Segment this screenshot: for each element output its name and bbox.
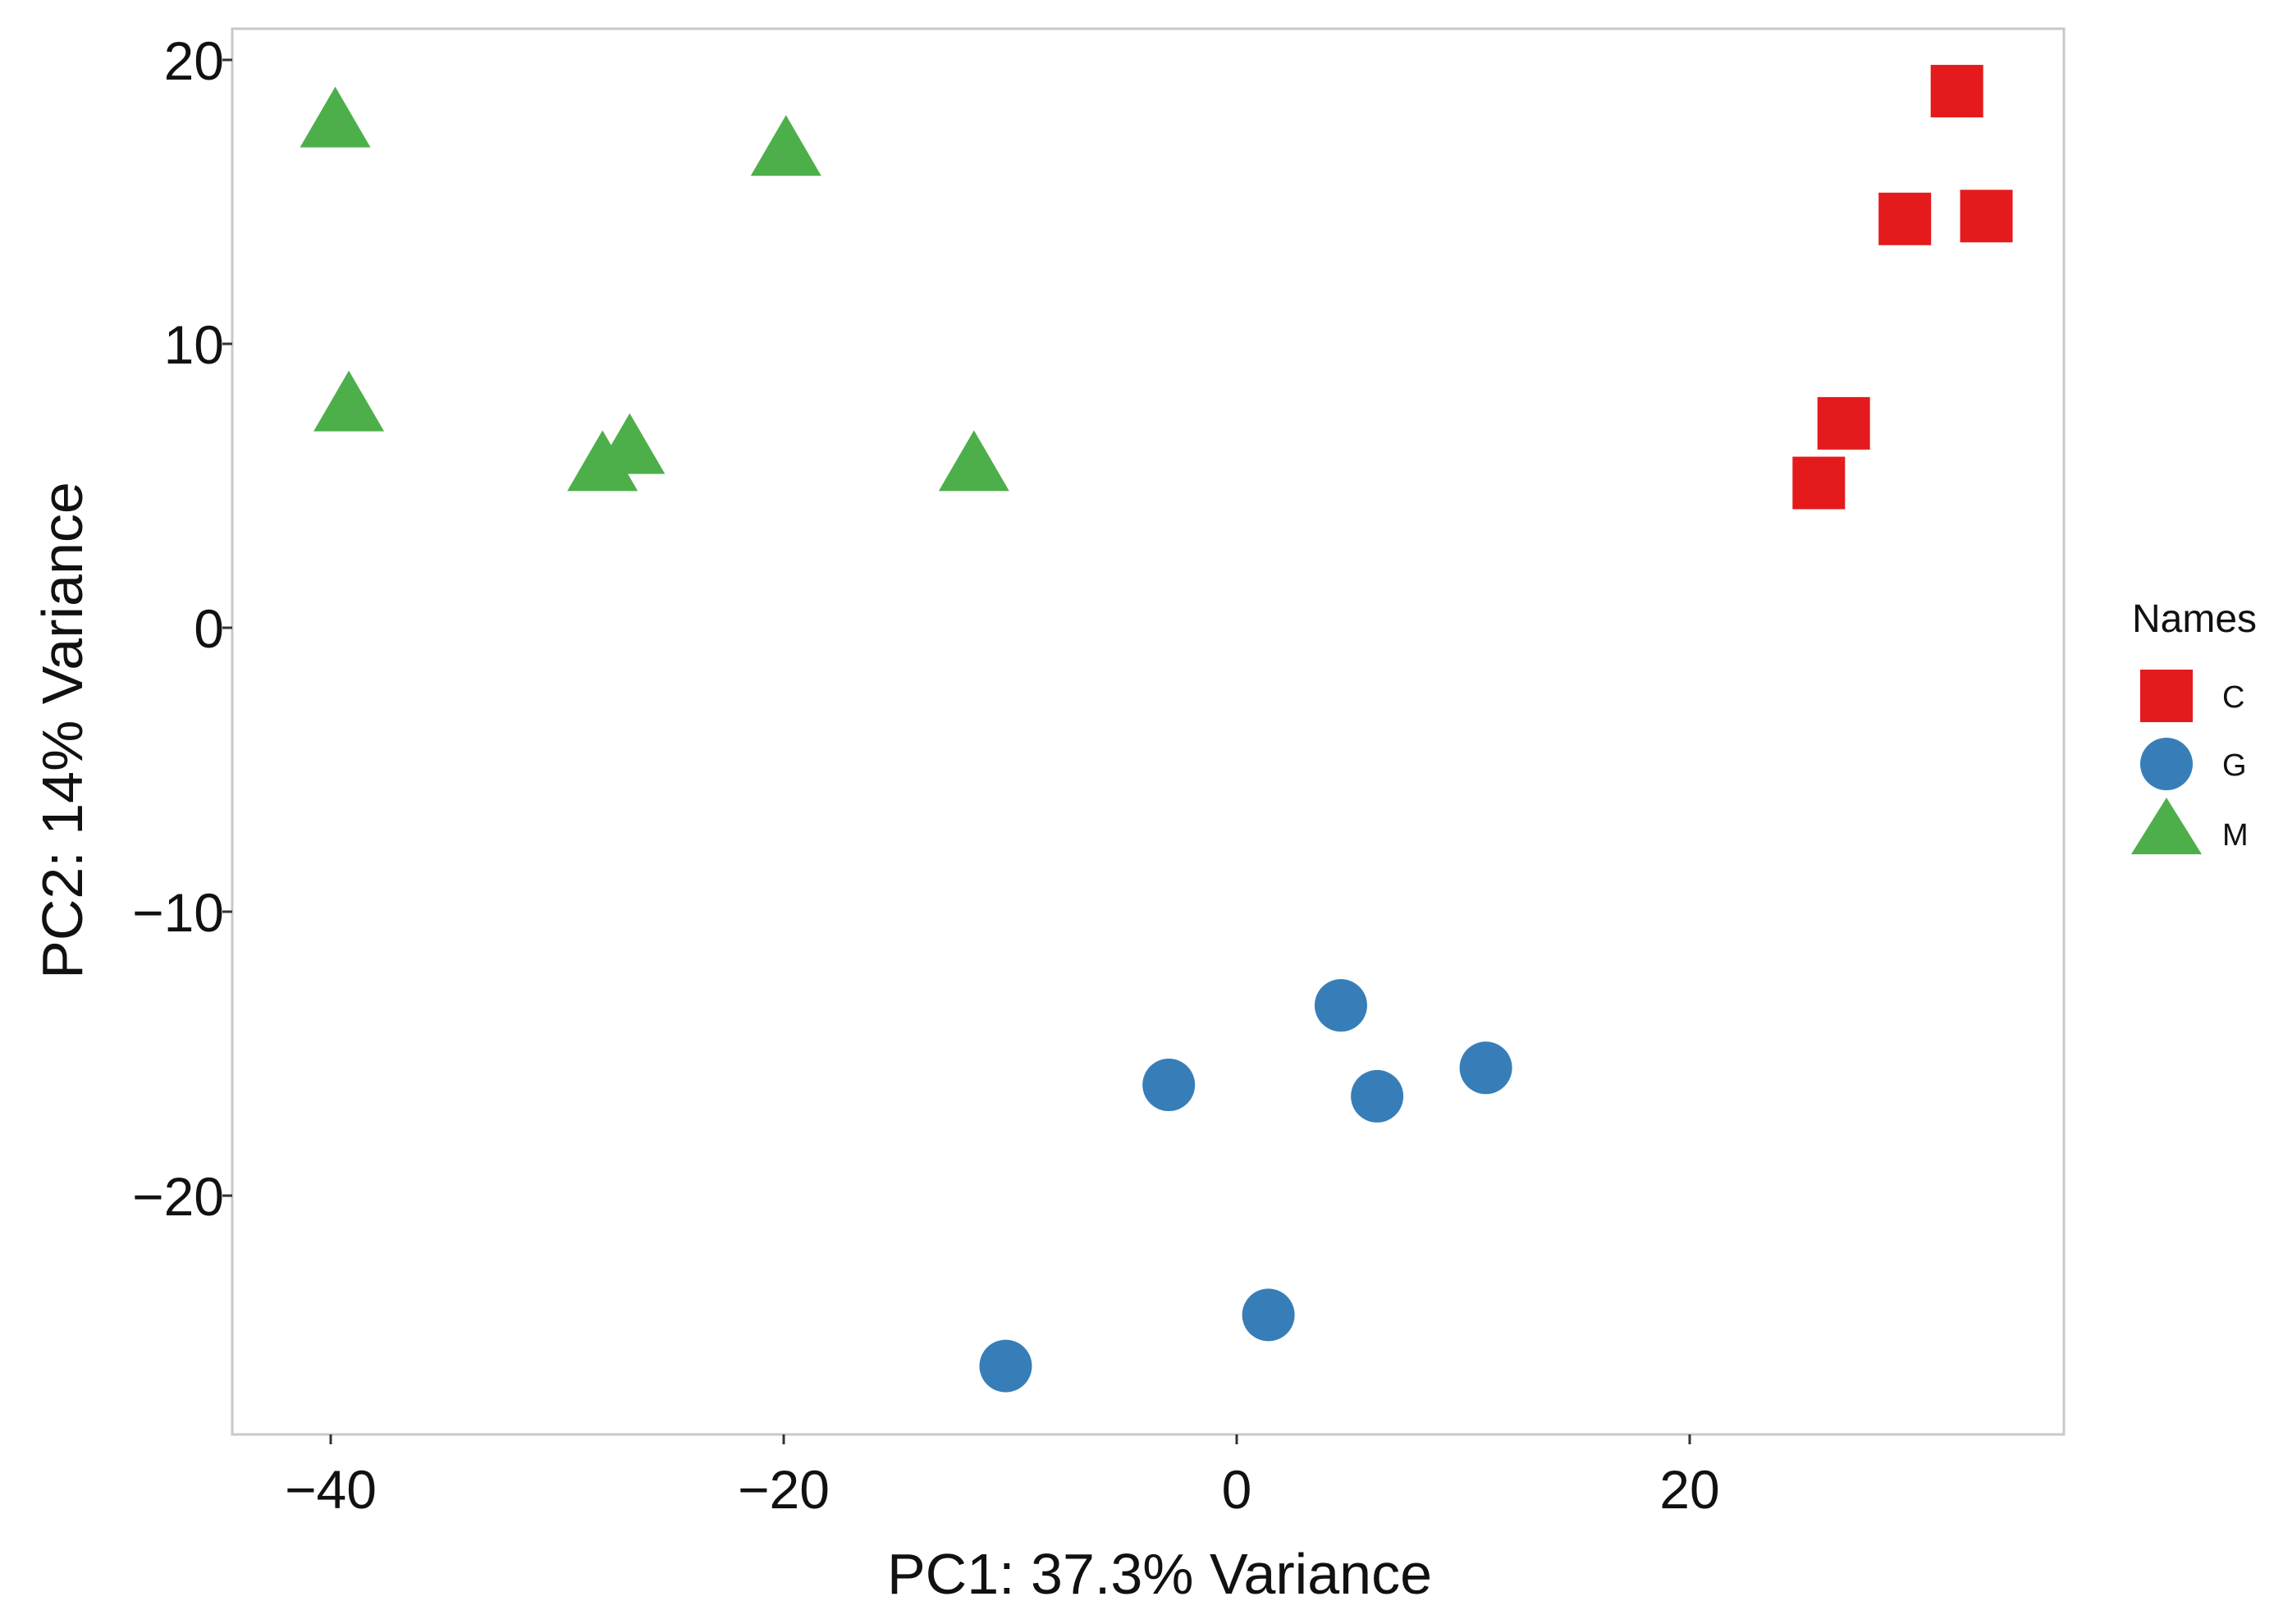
point-c: [1878, 192, 1932, 245]
y-tick-label: 10: [164, 314, 224, 375]
point-g: [1142, 1059, 1196, 1112]
point-c: [1792, 456, 1846, 510]
data-points: [300, 65, 2013, 1393]
point-g: [1314, 979, 1367, 1032]
y-tick-label: 20: [164, 30, 224, 91]
x-axis-ticks: −40 −20 0 20: [285, 1434, 1720, 1520]
x-tick-label: −20: [738, 1459, 830, 1520]
legend-label-c: C: [2222, 680, 2244, 715]
point-c: [1930, 65, 1983, 118]
legend-label-m: M: [2222, 818, 2249, 853]
point-m: [313, 370, 385, 432]
x-tick-label: −40: [285, 1459, 377, 1520]
point-g: [1351, 1069, 1404, 1123]
y-tick-label: −20: [132, 1166, 224, 1227]
point-m: [938, 430, 1009, 492]
legend-label-g: G: [2222, 748, 2247, 783]
point-c: [1960, 190, 2013, 243]
point-m: [567, 430, 638, 492]
legend-title: Names: [2132, 597, 2257, 641]
point-m: [750, 115, 821, 176]
x-tick-label: 20: [1659, 1459, 1719, 1520]
x-tick-label: 0: [1222, 1459, 1252, 1520]
point-m: [300, 86, 371, 148]
legend-key-m: [2131, 798, 2202, 854]
point-g: [1242, 1288, 1295, 1342]
x-axis-title: PC1: 37.3% Variance: [887, 1542, 1432, 1606]
legend: Names C G M: [2131, 597, 2257, 854]
point-g: [979, 1339, 1032, 1393]
y-tick-label: −10: [132, 882, 224, 943]
plot-panel: [231, 27, 2066, 1436]
y-axis-title: PC2: 14% Variance: [30, 482, 94, 979]
legend-key-c: [2140, 670, 2193, 722]
y-tick-label: 0: [194, 598, 224, 659]
point-c: [1817, 396, 1870, 450]
point-g: [1459, 1041, 1512, 1095]
legend-key-g: [2140, 738, 2193, 790]
y-axis-ticks: 20 10 0 −10 −20: [132, 30, 232, 1227]
